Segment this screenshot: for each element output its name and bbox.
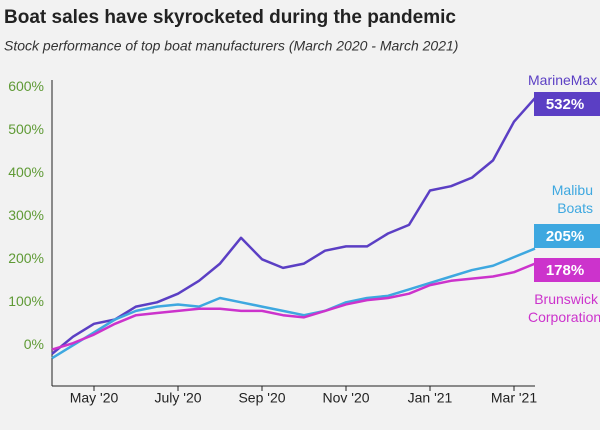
chart-subtitle: Stock performance of top boat manufactur… <box>4 38 458 54</box>
series-line <box>51 247 536 360</box>
end-label-box <box>534 92 600 116</box>
y-tick-label: 100% <box>8 293 44 309</box>
x-tick-label: Sep '20 <box>238 390 285 406</box>
y-tick-label: 400% <box>8 164 44 180</box>
legend-label: Malibu Boats <box>551 182 593 216</box>
x-tick-label: May '20 <box>70 390 119 406</box>
y-tick-label: 200% <box>8 250 44 266</box>
x-tick-label: July '20 <box>154 390 201 406</box>
y-tick-label: 300% <box>8 207 44 223</box>
y-tick-label: 600% <box>8 78 44 94</box>
x-tick-label: Jan '21 <box>408 390 453 406</box>
end-label: 532% <box>546 96 584 113</box>
legend-label: MarineMax <box>528 72 598 88</box>
x-tick-label: Mar '21 <box>491 390 537 406</box>
end-label: 205% <box>546 228 584 245</box>
x-tick-label: Nov '20 <box>322 390 369 406</box>
y-tick-label: 500% <box>8 121 44 137</box>
series-line <box>51 262 536 351</box>
chart-title: Boat sales have skyrocketed during the p… <box>4 7 456 28</box>
series-line <box>51 97 536 355</box>
y-tick-label: 0% <box>24 336 44 352</box>
legend-label: Brunswick Corporation <box>528 291 600 325</box>
end-label-box <box>534 258 600 282</box>
end-label-box <box>534 224 600 248</box>
end-label: 178% <box>546 262 584 279</box>
